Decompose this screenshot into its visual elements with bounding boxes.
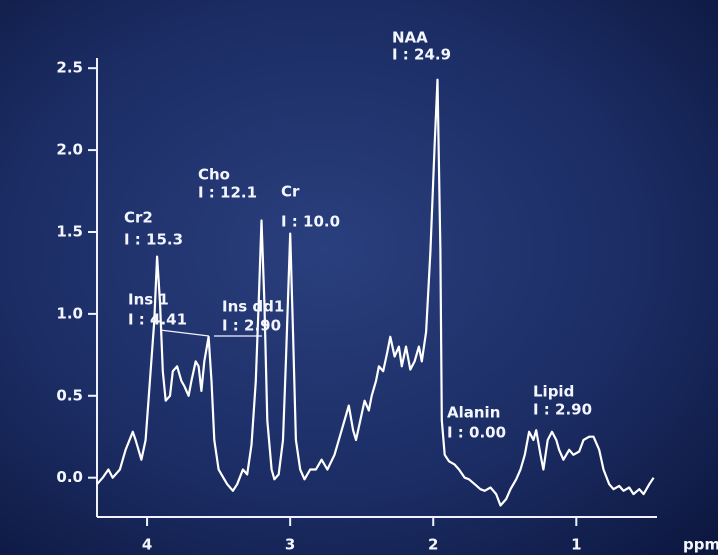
spectrum-line (96, 78, 655, 507)
y-tick-label: 1.5 (56, 222, 83, 240)
peak-label: Lipid (533, 383, 574, 401)
peak-integral: I : 2.90 (533, 401, 592, 419)
peak-integral: I : 0.00 (447, 424, 506, 442)
peak-label: NAA (392, 29, 428, 47)
peak-integral: I : 15.3 (124, 231, 183, 249)
peak-integral: I : 10.0 (281, 213, 340, 231)
x-tick-label: 1 (571, 536, 581, 554)
peak-label: Ins dd1 (222, 298, 284, 316)
y-tick-label: 2.5 (56, 59, 83, 77)
ins1-pointer (159, 329, 210, 337)
peak-integral: I : 4.41 (128, 311, 187, 329)
y-tick-label: 2.0 (56, 141, 83, 159)
peak-integral: I : 12.1 (198, 184, 257, 202)
peak-label: Cho (198, 166, 230, 184)
x-tick-label: 4 (142, 536, 152, 554)
x-tick-label: 2 (428, 536, 438, 554)
peak-integral: I : 2.90 (222, 317, 281, 335)
peak-label: Ins 1 (128, 291, 169, 309)
peak-label: Cr2 (124, 209, 153, 227)
y-tick-label: 0.0 (56, 468, 83, 486)
peak-integral: I : 24.9 (392, 46, 451, 64)
peak-label: Cr (281, 183, 300, 201)
x-tick-label: 3 (285, 536, 295, 554)
peak-label: Alanin (447, 404, 500, 422)
y-tick-label: 0.5 (56, 386, 83, 404)
y-tick-label: 1.0 (56, 304, 83, 322)
x-axis-label: ppm (683, 536, 718, 554)
